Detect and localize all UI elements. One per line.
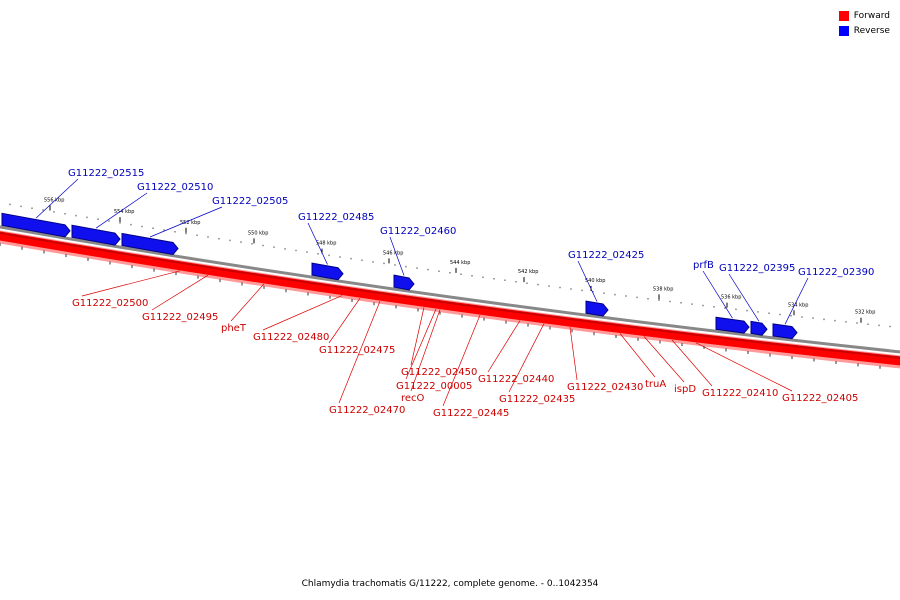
legend-item-reverse: Reverse — [838, 23, 890, 38]
reverse-gene-leader — [95, 192, 148, 229]
forward-gene-leader — [508, 323, 545, 393]
reverse-gene-leader — [389, 236, 405, 276]
forward-gene-label: truA — [645, 379, 666, 390]
forward-gene-leader — [643, 336, 685, 383]
reverse-gene-label: G11222_02485 — [298, 212, 374, 223]
reverse-gene-arrow — [311, 262, 344, 281]
reverse-swatch — [838, 25, 849, 36]
forward-gene-leader — [671, 339, 713, 387]
scale-ticks: 556 kbp 554 kbp 552 kbp 550 kbp 548 kbp 546 k… — [9, 197, 891, 328]
reverse-strand-genes: G11222_02515 G11222_02510 G11222_02505 G112… — [1, 168, 874, 340]
reverse-gene-leader — [728, 273, 760, 322]
forward-gene-leader — [405, 308, 437, 380]
reverse-gene-arrow — [772, 323, 798, 340]
forward-band-edge — [0, 231, 900, 359]
forward-gene-label: ispD — [674, 384, 696, 395]
legend-label-forward: Forward — [853, 10, 890, 21]
legend-item-forward: Forward — [838, 8, 890, 23]
reverse-gene-label: G11222_02505 — [212, 196, 288, 207]
scale-tick-label: 534 kbp — [788, 302, 808, 308]
forward-gene-leader — [487, 320, 521, 373]
forward-gene-leader — [695, 342, 793, 392]
forward-band — [0, 231, 900, 366]
forward-gene-label: G11222_00005 — [396, 381, 472, 392]
forward-gene-leader — [410, 307, 425, 366]
forward-gene-label: G11222_02435 — [499, 394, 575, 405]
reverse-gene-arrow — [585, 300, 609, 317]
forward-gene-leader — [262, 295, 343, 331]
forward-gene-leader — [338, 300, 381, 404]
forward-gene-label: recO — [401, 393, 425, 404]
reverse-gene-arrow — [750, 320, 768, 336]
reverse-gene-label: prfB — [693, 260, 714, 271]
scale-tick-label: 536 kbp — [721, 295, 741, 301]
backbone — [0, 225, 900, 354]
reverse-gene-leader — [307, 222, 328, 265]
forward-gene-leader — [230, 283, 265, 322]
scale-tick-label: 546 kbp — [383, 250, 403, 256]
reverse-gene-label: G11222_02515 — [68, 168, 144, 179]
scale-tick-label: 556 kbp — [44, 197, 64, 203]
scale-tick-label: 548 kbp — [316, 241, 336, 247]
scale-tick-label: 540 kbp — [585, 278, 605, 284]
genome-track — [0, 225, 900, 369]
forward-gene-label: pheT — [221, 323, 247, 334]
reverse-gene-leader — [784, 277, 809, 325]
reverse-gene-leader — [149, 206, 223, 238]
forward-gene-label: G11222_02405 — [782, 393, 858, 404]
forward-gene-leader — [410, 309, 441, 392]
forward-gene-label: G11222_02495 — [142, 312, 218, 323]
reverse-gene-label: G11222_02390 — [798, 267, 874, 278]
reverse-gene-label: G11222_02510 — [137, 182, 213, 193]
forward-swatch — [838, 10, 849, 21]
reverse-gene-arrow — [393, 274, 415, 291]
forward-gene-leader — [151, 274, 209, 311]
scale-tick-label: 554 kbp — [114, 209, 134, 215]
legend-label-reverse: Reverse — [853, 25, 890, 36]
reverse-gene-arrow — [121, 232, 179, 256]
forward-gene-leader — [442, 314, 481, 407]
reverse-gene-arrow — [1, 212, 71, 238]
reverse-gene-label: G11222_02425 — [568, 250, 644, 261]
forward-gene-label: G11222_02410 — [702, 388, 778, 399]
forward-gene-leader — [569, 327, 578, 381]
scale-tick-label: 532 kbp — [855, 310, 875, 316]
forward-gene-leader — [81, 270, 181, 297]
forward-gene-label: G11222_02450 — [401, 367, 477, 378]
scale-tick-label: 544 kbp — [450, 260, 470, 266]
legend: Forward Reverse — [838, 8, 890, 38]
forward-gene-label: G11222_02440 — [478, 374, 554, 385]
forward-gene-label: G11222_02480 — [253, 332, 329, 343]
reverse-gene-label: G11222_02460 — [380, 226, 456, 237]
scale-tick-label: 552 kbp — [180, 220, 200, 226]
reverse-gene-leader — [702, 270, 733, 319]
scale-tick-label: 538 kbp — [653, 286, 673, 292]
forward-gene-leader — [619, 333, 656, 378]
reverse-gene-leader — [35, 178, 79, 219]
scale-tick-label: 550 kbp — [248, 230, 268, 236]
reverse-gene-leader — [577, 260, 598, 302]
forward-gene-label: G11222_02445 — [433, 408, 509, 419]
scale-tick-label: 542 kbp — [518, 269, 538, 275]
forward-gene-label: G11222_02475 — [319, 345, 395, 356]
reverse-gene-arrow — [715, 316, 750, 334]
forward-gene-label: G11222_02500 — [72, 298, 148, 309]
forward-gene-leader — [328, 298, 361, 344]
forward-gene-label: G11222_02430 — [567, 382, 643, 393]
reverse-gene-label: G11222_02395 — [719, 263, 795, 274]
forward-gene-label: G11222_02470 — [329, 405, 405, 416]
reverse-gene-arrow — [71, 224, 121, 246]
genome-caption: Chlamydia trachomatis G/11222, complete … — [301, 579, 599, 589]
